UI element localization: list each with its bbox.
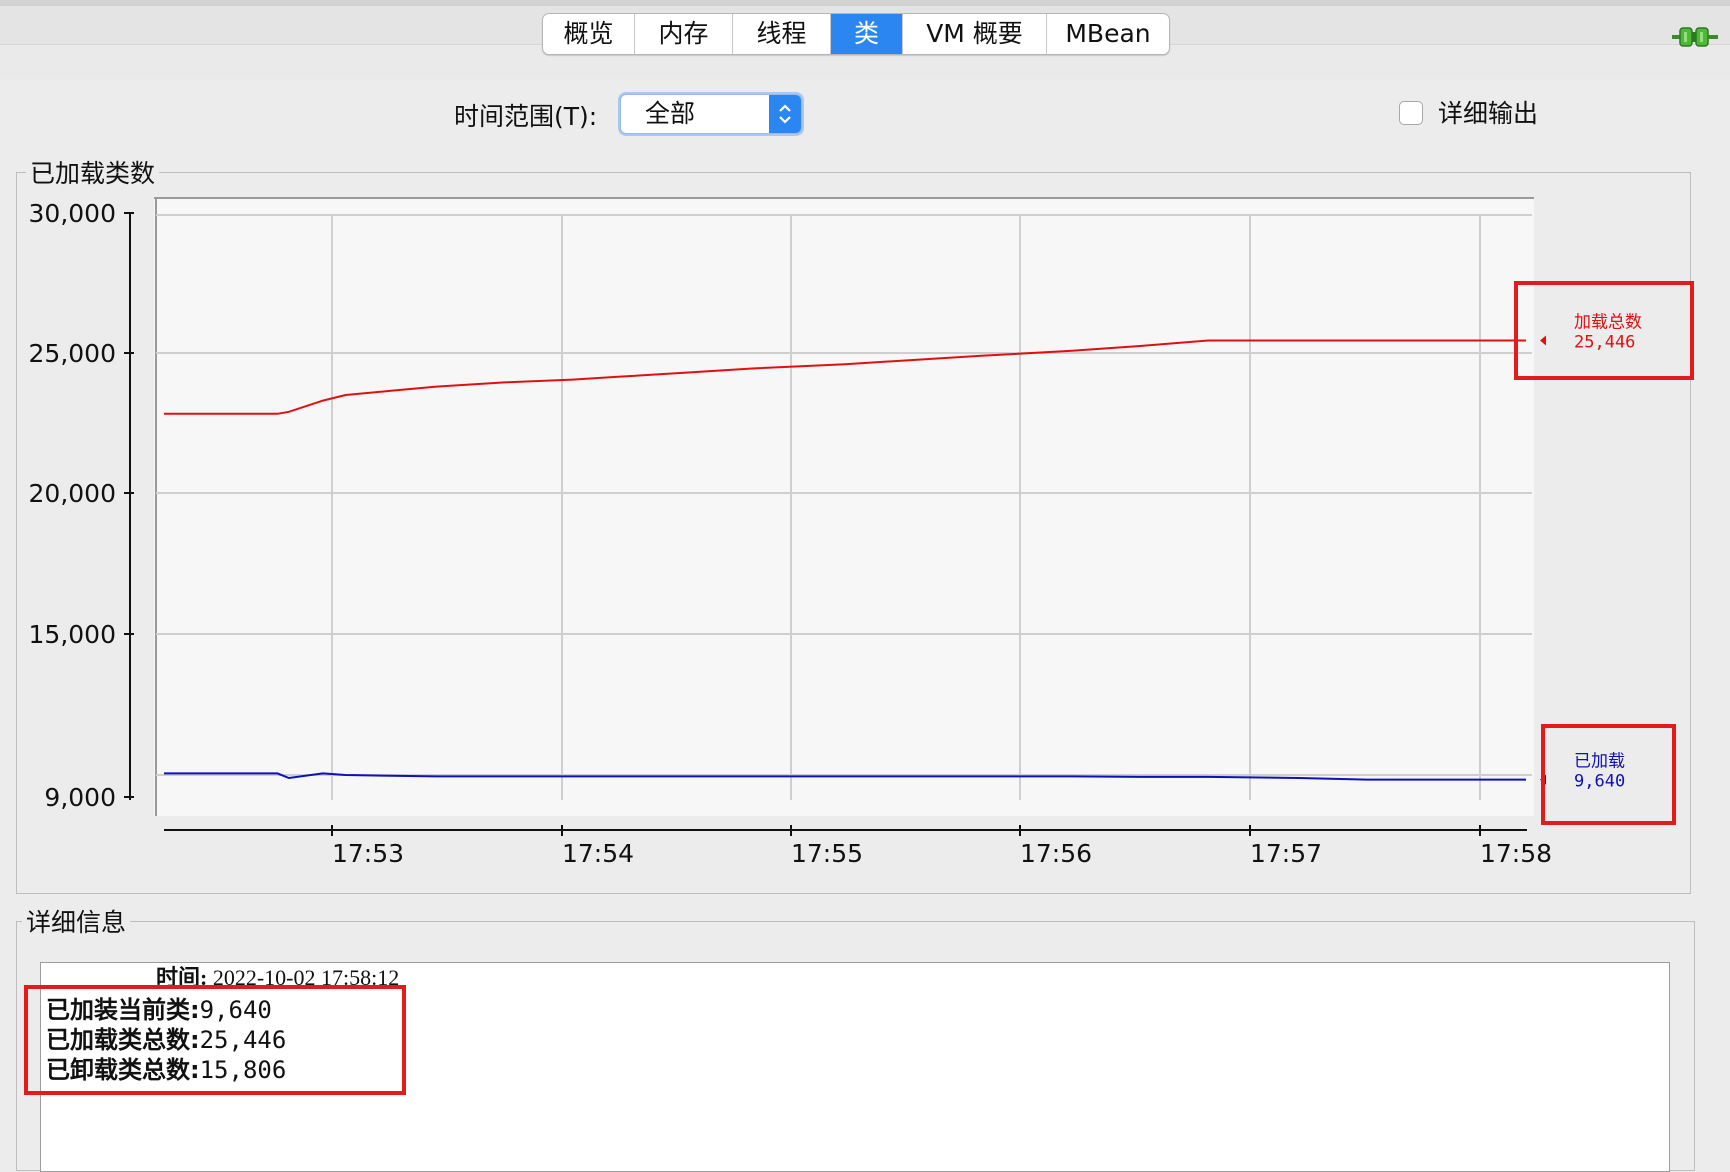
verbose-output-label: 详细输出 <box>1438 99 1539 128</box>
detail-label: 已加装当前类: <box>46 996 200 1024</box>
highlight-currently-loaded <box>1541 724 1676 825</box>
series-label-name: 加载总数 <box>1574 313 1642 333</box>
tab-mbean[interactable]: MBean <box>1065 19 1151 48</box>
detail-label: 已加载类总数: <box>46 1026 200 1054</box>
y-tick-label: 25,000 <box>29 339 116 368</box>
series-label-value: 25,446 <box>1574 333 1635 353</box>
detail-value: 15,806 <box>199 1056 287 1084</box>
time-range-value: 全部 <box>645 99 696 128</box>
y-tick-label: 9,000 <box>44 783 116 812</box>
verbose-output-checkbox[interactable] <box>1399 101 1423 125</box>
plot-background <box>154 198 1534 816</box>
y-axis-ticks: 30,000 25,000 20,000 15,000 9,000 <box>29 199 134 812</box>
tab-memory[interactable]: 内存 <box>635 14 733 54</box>
details-text-area[interactable] <box>40 962 1670 1172</box>
tab-threads[interactable]: 线程 <box>733 14 831 54</box>
x-axis-ticks: 17:53 17:54 17:55 17:56 17:57 17:58 <box>331 825 1552 868</box>
loaded-classes-panel <box>16 172 1691 894</box>
series-label-name: 已加载 <box>1574 752 1625 772</box>
tab-vm-summary[interactable]: VM 概要 <box>903 14 1047 54</box>
detail-row-total-unloaded: 已卸载类总数:15,806 <box>46 1055 286 1085</box>
detail-value: 9,640 <box>199 996 272 1024</box>
x-tick-label: 17:55 <box>791 839 863 868</box>
y-tick-label: 30,000 <box>29 199 116 228</box>
detail-value: 25,446 <box>199 1026 287 1054</box>
detail-row-total-loaded: 已加载类总数:25,446 <box>46 1025 286 1055</box>
y-tick-label: 20,000 <box>29 479 116 508</box>
highlight-total-loaded <box>1514 281 1694 380</box>
plot-grid <box>156 214 1532 800</box>
series-label-value: 9,640 <box>1574 772 1625 792</box>
x-tick-label: 17:56 <box>1020 839 1092 868</box>
series-line-current-loaded <box>164 772 1526 781</box>
details-panel-title: 详细信息 <box>22 908 131 938</box>
tab-overview[interactable]: 概览 <box>543 14 635 54</box>
x-tick-label: 17:53 <box>332 839 404 868</box>
loaded-classes-chart: 30,000 25,000 20,000 15,000 9,000 17:53 17:54… <box>29 197 1642 868</box>
connection-status-icon <box>1672 27 1718 47</box>
x-tick-label: 17:58 <box>1480 839 1552 868</box>
highlight-details <box>24 985 406 1095</box>
series-marker-icon <box>1540 335 1546 346</box>
series-lines <box>164 339 1526 781</box>
x-tick-label: 17:57 <box>1250 839 1322 868</box>
detail-row-current-loaded: 已加装当前类:9,640 <box>46 995 272 1025</box>
series-line-total-loaded <box>164 339 1526 415</box>
x-tick-label: 17:54 <box>562 839 634 868</box>
select-arrows-icon <box>769 95 801 133</box>
y-tick-label: 15,000 <box>29 620 116 649</box>
detail-label: 已卸载类总数: <box>46 1056 200 1084</box>
time-range-select[interactable]: 全部 <box>620 94 802 134</box>
chart-panel-title: 已加载类数 <box>26 159 160 189</box>
tab-classes[interactable]: 类 <box>831 14 903 54</box>
time-range-label: 时间范围(T): <box>454 102 598 131</box>
tab-strip: 概览 内存 线程 类 VM 概要 MBean <box>542 13 1170 55</box>
